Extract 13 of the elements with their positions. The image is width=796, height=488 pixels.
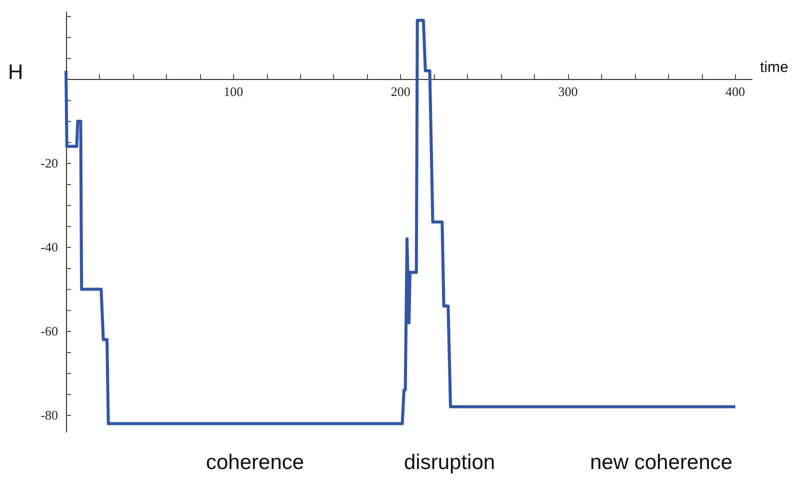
text: new coherence [590, 451, 732, 474]
x-tick-label: 200 [390, 84, 410, 100]
y-tick-label: -20 [40, 156, 58, 171]
x-axis-title: time [760, 59, 788, 76]
x-tick-label: 100 [224, 84, 244, 100]
text: coherence [206, 451, 304, 474]
y-tick-label: -80 [40, 408, 58, 423]
x-tick-label: 400 [726, 84, 746, 100]
y-tick-label: -40 [40, 240, 58, 255]
y-axis-title: H [8, 61, 24, 84]
text: disruption [404, 451, 496, 474]
x-tick-label: 300 [558, 84, 578, 100]
y-tick-label: -60 [40, 324, 58, 339]
